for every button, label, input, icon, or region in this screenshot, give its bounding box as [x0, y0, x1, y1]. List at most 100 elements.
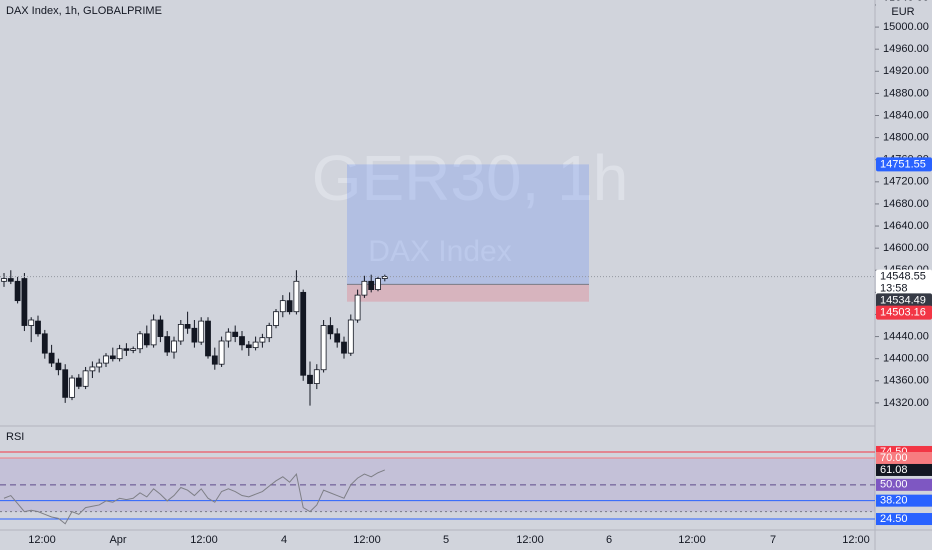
candle-body [41, 333, 48, 354]
candle-body [164, 336, 171, 353]
candle-body [21, 278, 28, 326]
candle-body [157, 319, 164, 337]
x-tick-label: 4 [281, 534, 287, 546]
y-tick-label: 14840.00 [883, 109, 929, 121]
rsi-level-label: 50.00 [880, 479, 908, 491]
x-tick-label: 12:00 [516, 534, 544, 546]
y-tick-label: 14920.00 [883, 65, 929, 77]
candle-body [375, 278, 381, 290]
candle-body [313, 369, 320, 384]
candle-body [1, 278, 7, 282]
stop-label-bg [876, 305, 932, 320]
rsi-line [3, 469, 385, 525]
candle-body [205, 320, 211, 357]
candle-body [171, 340, 177, 353]
y-tick-label: 14680.00 [883, 198, 929, 210]
candle-body [307, 374, 313, 384]
candle-body [252, 341, 259, 349]
currency: EUR [891, 6, 914, 18]
rsi-title: RSI [6, 431, 24, 443]
stop-label: 14503.16 [880, 307, 926, 319]
x-tick-label: 7 [770, 534, 776, 546]
candle-body [279, 300, 286, 313]
candle-body [259, 337, 266, 343]
candle-body [82, 370, 89, 387]
candle-body [347, 319, 354, 354]
y-tick-label: 14880.00 [883, 87, 929, 99]
y-tick-label: 15000.00 [883, 21, 929, 33]
x-tick-label: 12:00 [28, 534, 56, 546]
candle-body [218, 340, 225, 365]
candle-body [109, 355, 116, 360]
x-tick-label: 12:00 [190, 534, 218, 546]
candle-body [361, 280, 368, 296]
y-tick-label: 14960.00 [883, 43, 929, 55]
candle-body [123, 348, 130, 351]
candle-body [211, 355, 218, 365]
candle-body [293, 280, 300, 313]
candle-body [354, 294, 361, 321]
x-tick-label: Apr [109, 534, 126, 546]
candle-body [62, 369, 69, 398]
entry-label-bg [876, 293, 932, 308]
candle-body [368, 280, 375, 290]
candle-body [96, 362, 103, 368]
countdown: 13:58 [880, 282, 908, 294]
watermark: GER30, 1h [312, 142, 629, 214]
candle-body [7, 278, 14, 282]
candle-body [48, 352, 55, 364]
candle-body [286, 300, 293, 313]
y-tick-label: 14440.00 [883, 330, 929, 342]
candle-body [225, 331, 232, 342]
x-tick-label: 5 [443, 534, 449, 546]
candle-body [232, 331, 239, 337]
candle-body [198, 320, 205, 343]
candle-body [327, 325, 334, 335]
candle-body [273, 311, 279, 326]
y-tick-label: 14360.00 [883, 375, 929, 387]
candle-body [14, 280, 21, 302]
candle-body [28, 319, 35, 326]
candle-body [177, 324, 184, 342]
y-tick-label: 14640.00 [883, 220, 929, 232]
y-tick-label: 14600.00 [883, 242, 929, 254]
x-tick-label: 12:00 [842, 534, 870, 546]
candle-body [320, 325, 327, 371]
candle-body [143, 333, 150, 346]
price-label-bg [876, 269, 932, 296]
rsi-level-label-bg [876, 494, 932, 507]
rsi-level-label-bg [876, 513, 932, 526]
y-tick-label: 14720.00 [883, 176, 929, 188]
entry-label: 14534.49 [880, 294, 926, 306]
candle-body [150, 319, 157, 346]
candle-body [116, 348, 123, 360]
candle-body [103, 355, 109, 364]
candle-body [341, 341, 347, 354]
candle-body [69, 377, 75, 398]
stop-zone [347, 284, 589, 302]
rsi-level-label: 24.50 [880, 513, 908, 525]
candle-body [137, 333, 143, 350]
price-label: 14548.55 [880, 270, 926, 282]
y-tick-label: 14400.00 [883, 353, 929, 365]
target-label-bg [876, 157, 932, 172]
target-label: 14751.55 [880, 158, 926, 170]
rsi-value: 61.08 [880, 464, 908, 476]
rsi-level-label-bg [876, 452, 932, 465]
x-tick-label: 12:00 [678, 534, 706, 546]
candle-body [184, 324, 191, 329]
candle-body [239, 336, 245, 346]
candle-body [89, 366, 96, 372]
candle-body [334, 333, 341, 343]
rsi-level-label: 70.00 [880, 452, 908, 464]
y-tick-label: 14320.00 [883, 397, 929, 409]
candle-body [35, 320, 41, 335]
candle-body [75, 377, 82, 387]
target-zone [347, 164, 589, 285]
candle-body [130, 348, 137, 351]
rsi-level-label: 38.20 [880, 495, 908, 507]
x-tick-label: 12:00 [353, 534, 381, 546]
currency-bg [876, 1, 932, 18]
candle-body [245, 344, 252, 349]
